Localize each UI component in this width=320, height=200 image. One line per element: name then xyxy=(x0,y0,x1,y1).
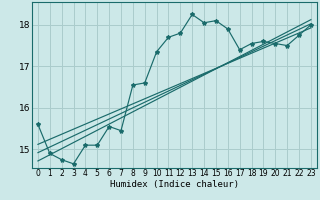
X-axis label: Humidex (Indice chaleur): Humidex (Indice chaleur) xyxy=(110,180,239,189)
